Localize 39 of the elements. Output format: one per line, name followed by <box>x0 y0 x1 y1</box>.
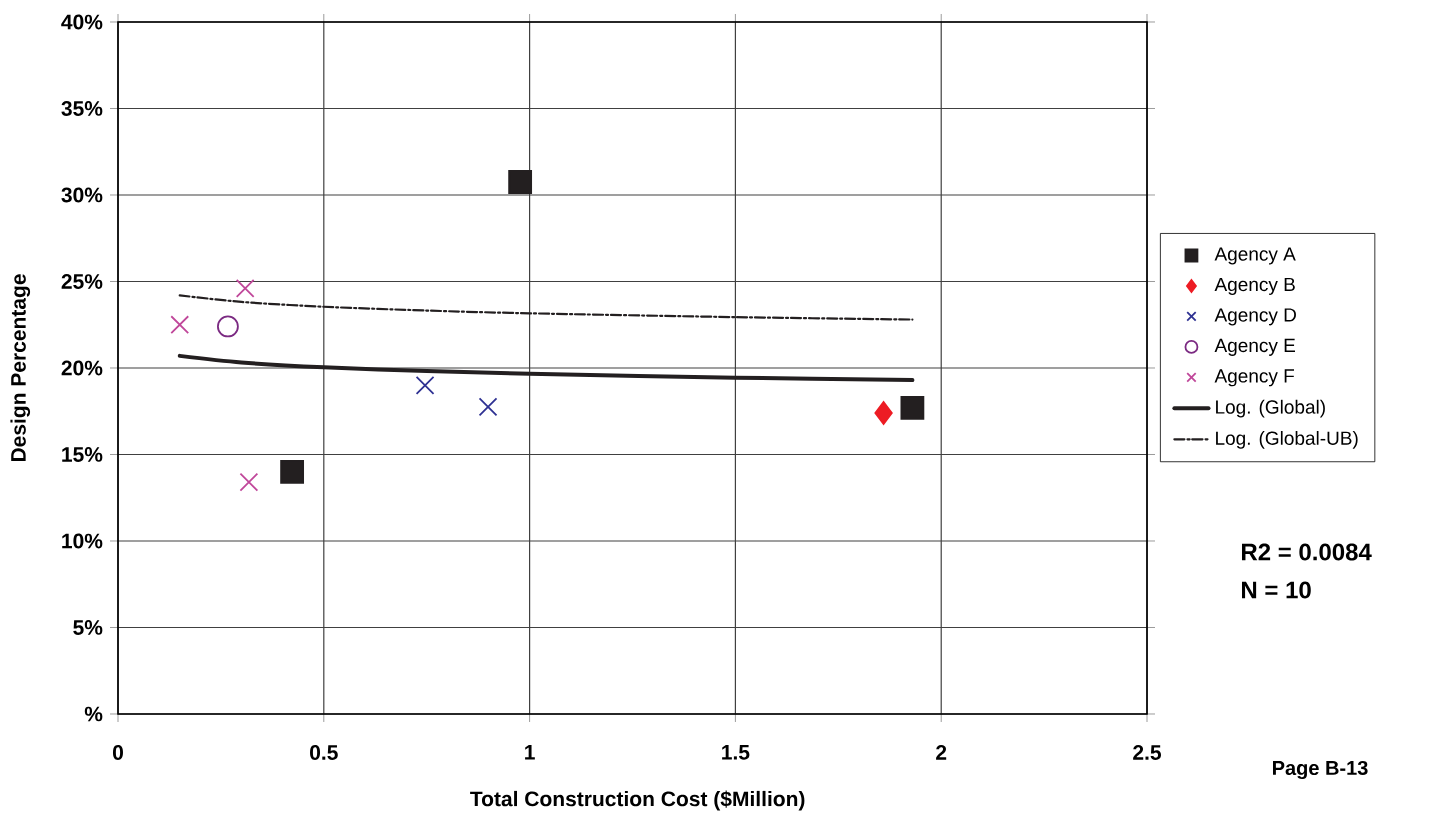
legend-label: Agency A <box>1214 247 1296 265</box>
legend-label: Log. (Global-UB) <box>1216 430 1358 449</box>
legend-label: Agency B <box>1214 277 1295 295</box>
y-tick-label: 25% <box>61 274 103 289</box>
y-tick-label: 5% <box>73 620 103 635</box>
y-tick-label: 30% <box>61 187 103 203</box>
x-tick-label: 2 <box>936 745 947 760</box>
point <box>900 395 925 420</box>
y-tick-label: 40% <box>61 14 103 30</box>
legend-label: Agency D <box>1214 308 1296 326</box>
y-tick-label: 20% <box>61 360 103 376</box>
x-tick-label: 1.5 <box>722 745 750 760</box>
x-tick-label: 1 <box>525 745 535 760</box>
point <box>235 278 255 298</box>
x-tick-label: 0.5 <box>310 745 338 760</box>
text: R2 = 0.0084 <box>1242 543 1372 561</box>
point <box>415 375 435 395</box>
point <box>217 315 239 338</box>
legend-label: Agency E <box>1214 338 1296 356</box>
x-tick-label: 2.5 <box>1133 745 1161 760</box>
text: Page B-13 <box>1273 760 1368 780</box>
point <box>170 315 190 335</box>
y-axis-title: Design Percentage <box>10 274 31 462</box>
legend-label: Agency F <box>1214 369 1294 387</box>
text: N = 10 <box>1242 581 1311 599</box>
point <box>508 170 533 194</box>
x-tick-label: 0 <box>112 745 123 760</box>
y-tick-label: 35% <box>61 101 103 116</box>
y-tick-label: 15% <box>62 447 103 462</box>
line-series <box>178 294 914 321</box>
line-series <box>177 353 915 383</box>
point <box>239 472 259 492</box>
legend-label: Log. (Global) <box>1216 399 1325 418</box>
point <box>280 459 305 484</box>
y-tick-label: 10% <box>62 533 103 549</box>
point <box>874 401 893 425</box>
y-tick-label: % <box>84 706 103 722</box>
x-axis-title: Total Construction Cost ($Million) <box>470 790 805 811</box>
point <box>478 397 498 417</box>
